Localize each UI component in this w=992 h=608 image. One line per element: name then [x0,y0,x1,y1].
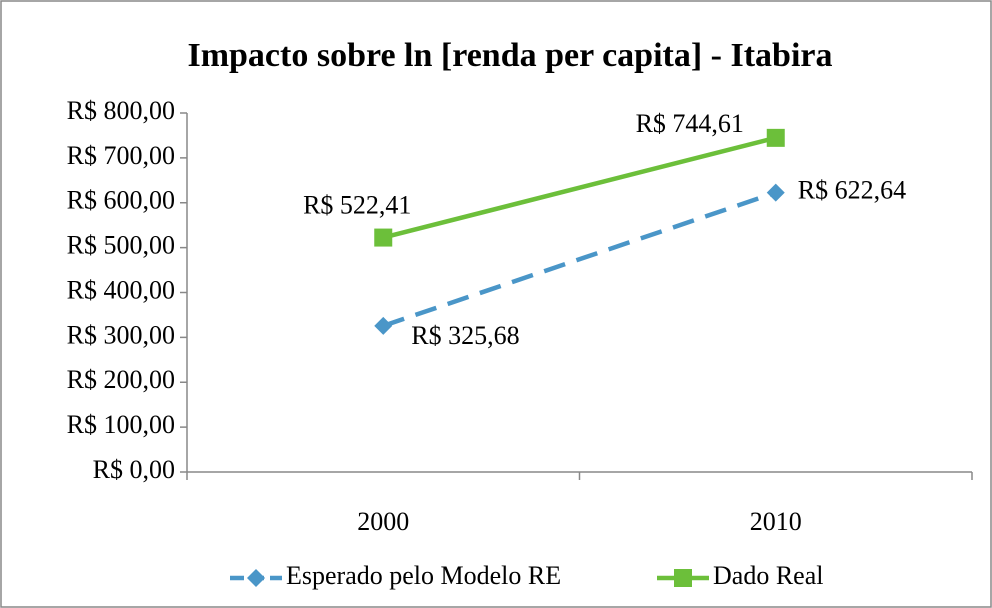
legend-label: Esperado pelo Modelo RE [286,561,561,590]
x-tick-label: 2010 [750,507,802,536]
series-line [382,190,777,328]
chart-title: Impacto sobre ln [renda per capita] - It… [187,37,832,74]
data-label: R$ 744,61 [636,109,744,138]
y-tick-label: R$ 500,00 [67,231,175,260]
y-tick-label: R$ 800,00 [67,96,175,125]
series-line [382,135,777,240]
y-tick-label: R$ 600,00 [67,186,175,215]
legend-marker [247,569,265,587]
data-point [766,183,785,202]
y-tick-label: R$ 0,00 [93,455,175,484]
x-tick-label: 2000 [357,507,409,536]
data-label: R$ 522,41 [303,191,411,220]
data-label: R$ 622,64 [798,176,906,205]
legend-label: Dado Real [713,561,823,590]
y-tick-label: R$ 700,00 [67,141,175,170]
y-tick-label: R$ 200,00 [67,365,175,394]
legend-marker [674,569,692,587]
y-tick-label: R$ 300,00 [67,320,175,349]
data-point [374,316,393,335]
data-label: R$ 325,68 [411,321,519,350]
y-tick-label: R$ 100,00 [67,410,175,439]
y-tick-label: R$ 400,00 [67,275,175,304]
data-point [374,228,393,247]
data-point [766,128,785,147]
